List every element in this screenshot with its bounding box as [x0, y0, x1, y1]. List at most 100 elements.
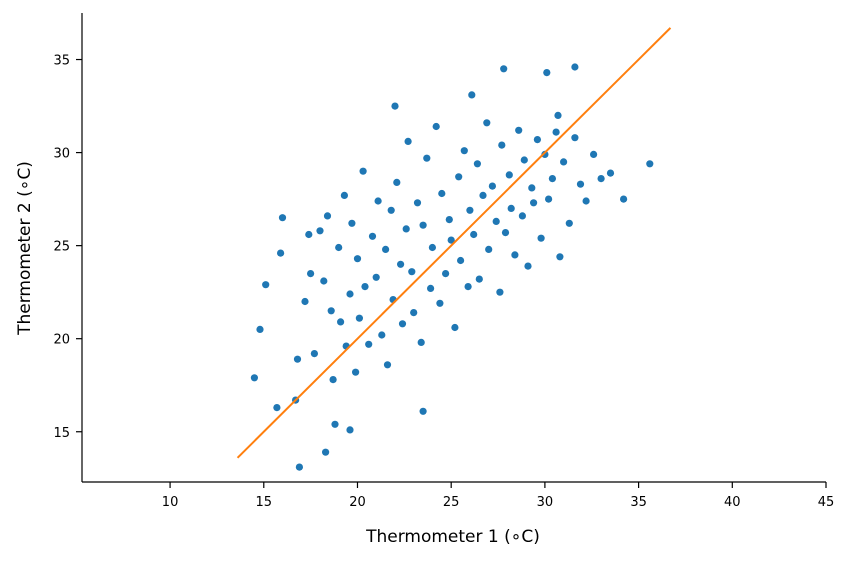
scatter-point [398, 320, 407, 328]
scatter-point [307, 270, 315, 278]
scatter-point [533, 136, 542, 144]
scatter-point [327, 307, 335, 315]
scatter-point [597, 175, 605, 183]
scatter-point [541, 150, 549, 158]
scatter-points [250, 63, 654, 471]
scatter-point [374, 197, 382, 205]
y-tick-label: 35 [53, 54, 70, 69]
scatter-point [365, 340, 373, 348]
scatter-point [397, 260, 405, 268]
scatter-point [646, 160, 654, 168]
scatter-point [498, 141, 506, 149]
scatter-point [329, 376, 337, 384]
scatter-point [537, 234, 545, 242]
scatter-point [410, 309, 418, 317]
scatter-point [355, 314, 363, 322]
scatter-point [335, 243, 343, 252]
x-tick-label: 40 [724, 495, 741, 510]
scatter-point [505, 171, 513, 179]
x-tick-label: 15 [256, 495, 273, 510]
scatter-point [473, 160, 481, 168]
scatter-point [460, 147, 468, 155]
scatter-point [250, 374, 258, 382]
scatter-point [571, 63, 579, 71]
scatter-point [305, 230, 313, 239]
scatter-point [404, 137, 412, 145]
scatter-point [466, 206, 474, 214]
scatter-point [387, 206, 395, 214]
scatter-point [310, 350, 318, 358]
scatter-point [320, 277, 328, 285]
scatter-point [278, 214, 287, 222]
scatter-point [554, 111, 562, 119]
fit-line [236, 27, 672, 459]
y-axis-label: Thermometer 2 (∘C) [15, 161, 35, 336]
scatter-point [256, 325, 264, 333]
y-axis-ticks: 15 20 25 30 35 [53, 54, 82, 441]
scatter-point [507, 204, 515, 212]
scatter-point [543, 69, 551, 77]
scatter-point [348, 219, 356, 227]
scatter-point [606, 169, 615, 177]
scatter-point [383, 361, 392, 369]
scatter-point [382, 245, 390, 253]
x-axis-label: Thermometer 1 (∘C) [365, 527, 540, 547]
x-axis-ticks: 10 15 20 25 30 35 40 45 [162, 482, 834, 510]
scatter-point [500, 65, 508, 73]
scatter-point [368, 232, 377, 240]
scatter-point [451, 323, 459, 332]
scatter-point [273, 404, 281, 412]
scatter-point [548, 175, 557, 183]
scatter-point [492, 217, 500, 225]
scatter-point [277, 249, 285, 257]
scatter-point [468, 91, 476, 99]
scatter-point [524, 262, 532, 270]
scatter-point [455, 173, 463, 181]
scatter-point [316, 227, 324, 235]
scatter-point [488, 182, 496, 190]
scatter-point [340, 191, 348, 199]
scatter-point [262, 281, 270, 289]
scatter-point [293, 355, 302, 363]
y-tick-label: 30 [53, 147, 70, 162]
scatter-point [518, 212, 527, 220]
scatter-point [432, 122, 440, 131]
scatter-point [457, 256, 465, 265]
scatter-point [419, 407, 427, 415]
scatter-point [515, 126, 523, 134]
y-tick-label: 20 [53, 333, 70, 348]
scatter-point [427, 284, 435, 292]
scatter-point [393, 178, 401, 186]
scatter-point [419, 221, 427, 229]
scatter-point [378, 331, 386, 339]
scatter-point [530, 199, 538, 207]
scatter-point [552, 128, 560, 136]
scatter-point [438, 189, 446, 198]
scatter-point [301, 297, 309, 306]
y-tick-label: 15 [53, 426, 70, 441]
scatter-point [470, 230, 478, 239]
scatter-point [408, 268, 416, 276]
scatter-point [496, 288, 504, 296]
scatter-point [501, 229, 510, 237]
x-tick-label: 20 [349, 495, 366, 510]
scatter-point [576, 180, 585, 188]
scatter-point [528, 184, 536, 192]
x-tick-label: 45 [818, 495, 835, 510]
scatter-point [520, 156, 528, 164]
x-tick-label: 25 [443, 495, 460, 510]
scatter-point [447, 236, 455, 244]
scatter-point [464, 283, 472, 291]
scatter-point [442, 270, 450, 278]
scatter-point [359, 167, 367, 175]
scatter-point [571, 134, 579, 142]
scatter-point [511, 251, 519, 259]
scatter-point [413, 199, 422, 207]
scatter-point [475, 275, 483, 283]
x-tick-label: 30 [537, 495, 554, 510]
scatter-point [346, 426, 354, 434]
scatter-point [417, 338, 425, 346]
scatter-point [295, 463, 303, 471]
scatter-point [436, 299, 444, 307]
